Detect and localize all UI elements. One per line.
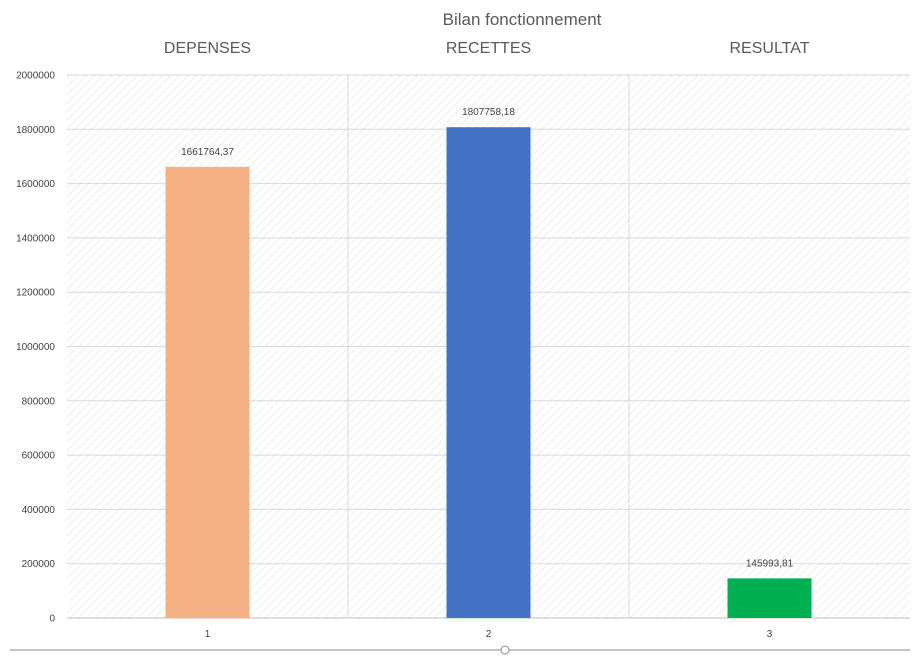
y-tick-label: 2000000 xyxy=(16,71,55,82)
bar-resultat xyxy=(727,578,812,618)
column-header-resultat: RESULTAT xyxy=(729,40,809,57)
y-tick-label: 1200000 xyxy=(16,288,55,299)
data-labels: 1661764,37 1807758,18 145993,81 xyxy=(181,107,793,569)
x-tick-label: 1 xyxy=(205,629,211,640)
y-tick-label: 1800000 xyxy=(16,125,55,136)
data-label: 145993,81 xyxy=(746,558,794,569)
x-axis: 1 2 3 xyxy=(205,629,773,640)
y-tick-label: 600000 xyxy=(22,451,56,462)
y-tick-label: 1000000 xyxy=(16,342,55,353)
data-label: 1807758,18 xyxy=(462,107,515,118)
y-tick-label: 400000 xyxy=(22,505,56,516)
x-tick-label: 2 xyxy=(486,629,492,640)
bar-depenses xyxy=(165,166,250,618)
y-tick-label: 0 xyxy=(49,614,55,625)
y-tick-label: 1600000 xyxy=(16,179,55,190)
column-headers: DEPENSES RECETTES RESULTAT xyxy=(164,40,810,57)
column-header-depenses: DEPENSES xyxy=(164,40,251,57)
y-tick-label: 800000 xyxy=(22,396,56,407)
y-tick-label: 1400000 xyxy=(16,233,55,244)
bar-recettes xyxy=(446,127,531,618)
data-label: 1661764,37 xyxy=(181,147,234,158)
scrollbar-handle[interactable] xyxy=(500,645,510,655)
chart-title: Bilan fonctionnement xyxy=(443,10,602,29)
y-tick-label: 200000 xyxy=(22,559,56,570)
y-axis: 0 200000 400000 600000 800000 1000000 1200000 1… xyxy=(16,71,55,625)
x-tick-label: 3 xyxy=(767,629,773,640)
bars xyxy=(165,127,812,618)
column-header-recettes: RECETTES xyxy=(446,40,531,57)
